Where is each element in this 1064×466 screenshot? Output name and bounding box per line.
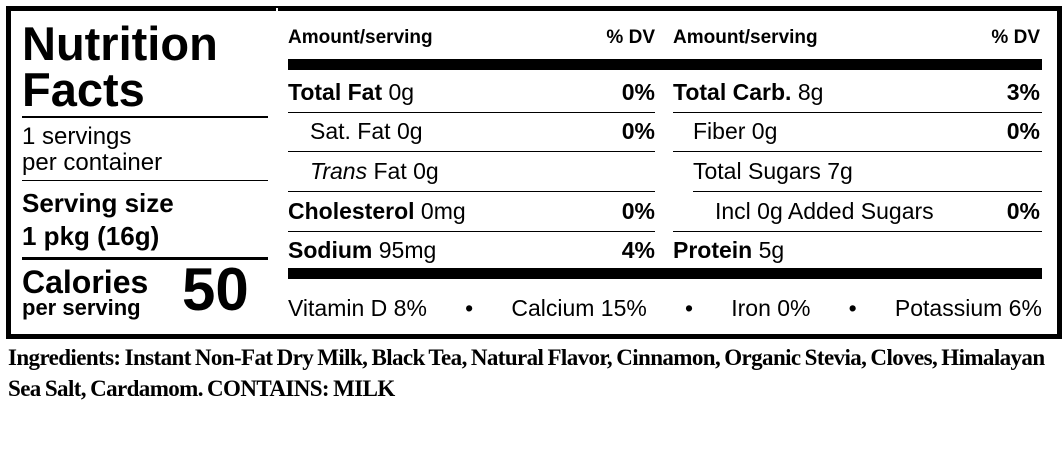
rule bbox=[22, 257, 268, 260]
amount: 0mg bbox=[420, 198, 466, 224]
amount: 7g bbox=[827, 158, 853, 184]
amount: 5g bbox=[758, 237, 785, 263]
label: Total Fat bbox=[288, 79, 383, 105]
label-box bbox=[6, 6, 1062, 339]
rule bbox=[673, 112, 1042, 113]
amount: 95mg bbox=[378, 237, 437, 263]
label: Cholesterol bbox=[288, 198, 415, 224]
nutrient: Sodium 95mg bbox=[288, 235, 436, 265]
vitamin: Potassium 6% bbox=[894, 295, 1042, 321]
thick-bar bbox=[288, 268, 1042, 279]
amount: 0g bbox=[388, 79, 415, 105]
gap bbox=[276, 8, 278, 329]
nutrient: Protein 5g bbox=[673, 235, 784, 265]
label: Fat bbox=[373, 158, 407, 184]
label: Total Sugars bbox=[693, 158, 821, 184]
title: Facts bbox=[22, 63, 145, 116]
rule bbox=[288, 231, 655, 232]
calories: 50 bbox=[182, 256, 249, 323]
nutrient: Total Fat 0g bbox=[288, 77, 414, 107]
rule bbox=[22, 180, 268, 181]
vitamin: Iron 0% bbox=[731, 295, 811, 321]
serving-size-label: Serving size bbox=[22, 188, 174, 218]
vitamins: Vitamin D 8% • Calcium 15% • Iron 0% • Pota… bbox=[288, 293, 1042, 323]
amount: 8g bbox=[797, 79, 824, 105]
title: Nutrition bbox=[22, 17, 218, 70]
nutrient: Total Carb. 8g bbox=[673, 77, 823, 107]
nutrient: Sat. Fat 0g bbox=[310, 116, 423, 146]
dv: 0% bbox=[621, 79, 655, 105]
label: Protein bbox=[673, 237, 753, 263]
amount: 0g bbox=[751, 118, 778, 144]
header: % DV bbox=[606, 27, 655, 48]
nutrient: Total Sugars 7g bbox=[693, 156, 853, 186]
label: Sodium bbox=[288, 237, 373, 263]
calories-label: Calories bbox=[22, 264, 149, 300]
amount: 0g bbox=[396, 118, 423, 144]
vitamin: Calcium 15% bbox=[511, 295, 647, 321]
nutrient: Trans Fat 0g bbox=[310, 156, 439, 186]
header: Amount/serving bbox=[673, 27, 818, 48]
servings: per container bbox=[22, 149, 163, 176]
rule bbox=[288, 112, 655, 113]
rule bbox=[673, 231, 1042, 232]
ingredients: Ingredients: Instant Non-Fat Dry Milk, B… bbox=[8, 345, 1045, 401]
rule bbox=[288, 151, 655, 152]
dv: 4% bbox=[621, 237, 655, 263]
dv: 0% bbox=[621, 118, 655, 144]
label: Trans bbox=[310, 158, 368, 184]
nutrient: Incl 0g Added Sugars bbox=[715, 198, 934, 224]
rule bbox=[22, 116, 268, 118]
rule bbox=[288, 191, 655, 192]
header: Amount/serving bbox=[288, 27, 433, 48]
dv: 0% bbox=[1006, 198, 1040, 224]
label: Fiber bbox=[693, 118, 746, 144]
dv: 3% bbox=[1006, 79, 1040, 105]
dv: 0% bbox=[621, 198, 655, 224]
rule bbox=[673, 151, 1042, 152]
header: % DV bbox=[991, 27, 1040, 48]
amount: 0g bbox=[413, 158, 439, 184]
separator: • bbox=[685, 295, 694, 321]
label: Total Carb. bbox=[673, 79, 792, 105]
thick-bar bbox=[288, 59, 1042, 70]
label: Sat. Fat bbox=[310, 118, 391, 144]
calories-sub: per serving bbox=[22, 295, 141, 320]
rule bbox=[693, 191, 1042, 192]
servings: 1 servings bbox=[22, 123, 132, 150]
nutrient: Fiber 0g bbox=[693, 116, 777, 146]
dv: 0% bbox=[1006, 118, 1040, 144]
vitamin: Vitamin D 8% bbox=[288, 295, 427, 321]
separator: • bbox=[465, 295, 474, 321]
serving-size: 1 pkg (16g) bbox=[22, 221, 160, 251]
separator: • bbox=[848, 295, 857, 321]
nutrient: Cholesterol 0mg bbox=[288, 196, 466, 226]
